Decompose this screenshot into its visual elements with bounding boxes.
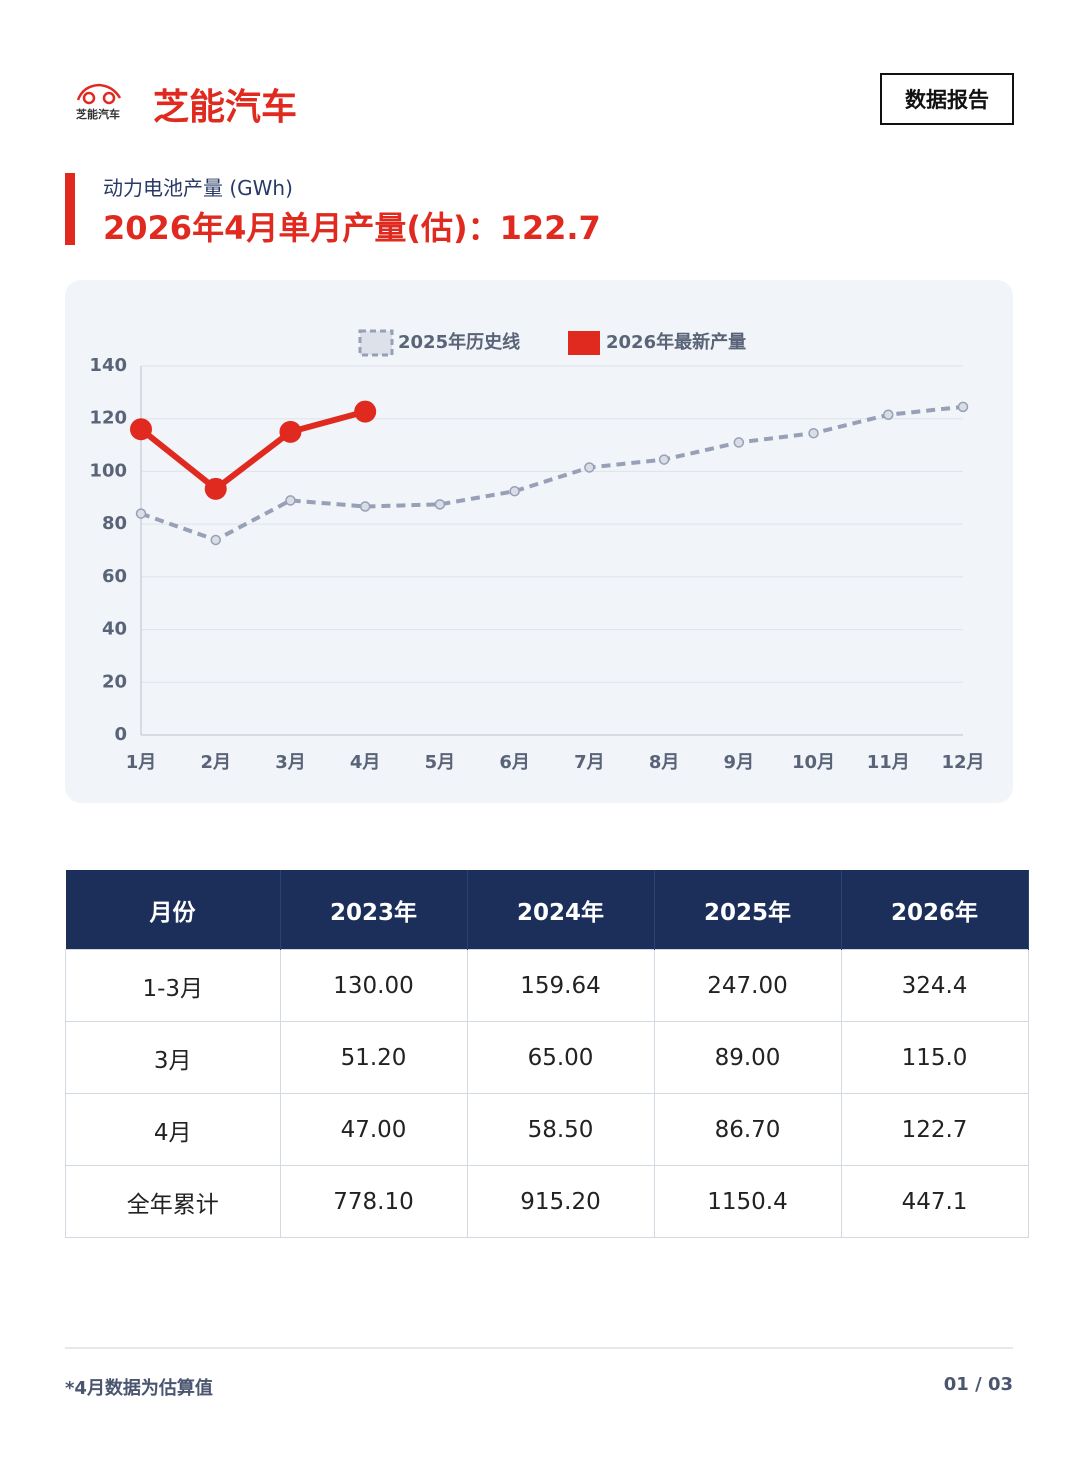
data-point: [957, 401, 969, 413]
x-tick-label: 4月: [350, 752, 381, 773]
table-cell: 全年累计: [65, 1165, 281, 1238]
y-tick-label: 60: [102, 566, 127, 587]
y-tick-label: 40: [102, 619, 127, 640]
table-cell: 115.0: [840, 1021, 1029, 1094]
table-cell: 447.1: [840, 1165, 1029, 1238]
x-tick-label: 12月: [941, 752, 984, 773]
data-point: [808, 427, 819, 439]
data-point: [733, 437, 745, 448]
x-tick-label: 5月: [425, 752, 456, 773]
table-cell: 324.4: [840, 949, 1029, 1022]
table-cell: 1150.4: [653, 1165, 842, 1238]
header-row: 月份 2023年 2024年 2025年 2026年: [65, 870, 1029, 950]
table-cell: 89.00: [653, 1021, 842, 1094]
data-point: [359, 501, 371, 512]
y-tick-label: 0: [114, 724, 127, 745]
subtitle: 动力电池产量 (GWh): [103, 176, 293, 200]
x-tick-label: 11月: [867, 752, 910, 773]
table-cell: 4月: [65, 1093, 281, 1166]
data-point: [658, 454, 670, 465]
y-tick-label: 140: [89, 355, 127, 376]
y-tick-label: 20: [102, 671, 127, 692]
x-tick-label: 6月: [499, 752, 530, 773]
x-tick-label: 1月: [126, 752, 157, 773]
table-row: 1-3月 130.00 159.64 247.00 324.4: [65, 949, 1029, 1022]
table-cell: 1-3月: [65, 949, 281, 1022]
data-point: [584, 462, 595, 473]
table-cell: 51.20: [279, 1021, 468, 1094]
x-tick-label: 2月: [200, 752, 231, 773]
data-point: [135, 508, 147, 519]
page-number: 01 / 03: [943, 1374, 1013, 1395]
column-header: 2024年: [467, 870, 655, 950]
table-cell: 65.00: [466, 1021, 655, 1094]
table-cell: 778.10: [279, 1165, 468, 1238]
brand: 芝能汽车: [153, 87, 298, 128]
data-point: [354, 400, 377, 423]
x-tick-label: 10月: [792, 752, 835, 773]
table-cell: 915.20: [466, 1165, 655, 1238]
data-point: [434, 499, 446, 510]
table-cell: 3月: [65, 1021, 281, 1094]
data-table: 月份 2023年 2024年 2025年 2026年 1-3月 130.00 159.64 24…: [65, 870, 1029, 1238]
logo-icon: [76, 83, 122, 105]
divider: [65, 1347, 1013, 1349]
y-tick-label: 100: [89, 460, 127, 481]
table-cell: 86.70: [653, 1093, 842, 1166]
table-cell: 58.50: [466, 1093, 655, 1166]
chart: 0 20 40 60 80 100 120 140 1月 2月 3月 4月 5月 6月 7月 8月 9月 10月 1…: [89, 329, 985, 773]
legend-label: 2025年历史线: [398, 331, 520, 353]
data-point: [883, 409, 894, 421]
data-point: [204, 477, 227, 500]
headline: 2026年4月单月产量(估)：122.7: [103, 209, 601, 247]
legend-label: 2026年最新产量: [606, 331, 746, 353]
table-cell: 122.7: [840, 1093, 1029, 1166]
y-tick-label: 120: [89, 408, 127, 429]
column-header: 2023年: [280, 870, 468, 950]
data-point: [130, 418, 152, 441]
table-row: 4月 47.00 58.50 86.70 122.7: [65, 1093, 1029, 1166]
data-point: [285, 495, 296, 506]
table-cell: 247.00: [653, 949, 842, 1022]
x-tick-label: 9月: [724, 752, 755, 773]
y-tick-label: 80: [102, 513, 127, 534]
table-cell: 47.00: [279, 1093, 468, 1166]
data-point: [279, 420, 302, 443]
chart-panel: [65, 280, 1013, 803]
x-tick-label: 7月: [574, 752, 605, 773]
data-point: [509, 485, 520, 497]
data-point: [210, 534, 221, 546]
column-header: 2026年: [841, 870, 1029, 950]
column-header: 2025年: [654, 870, 842, 950]
table-row: 3月 51.20 65.00 89.00 115.0: [65, 1021, 1029, 1094]
badge: 数据报告: [880, 73, 1014, 125]
x-tick-label: 3月: [275, 752, 306, 773]
legend-swatch: [568, 331, 600, 355]
table-cell: 159.64: [466, 949, 655, 1022]
series-line: [139, 408, 366, 492]
column-header: 月份: [65, 870, 281, 950]
x-tick-label: 8月: [649, 752, 680, 773]
table-cell: 130.00: [279, 949, 468, 1022]
accent-bar: [65, 173, 75, 245]
legend-swatch: [358, 329, 394, 357]
table-row: 全年累计 778.10 915.20 1150.4 447.1: [65, 1165, 1029, 1238]
series-line: [140, 404, 964, 542]
footnote: *4月数据为估算值: [65, 1378, 213, 1399]
logo-text: 芝能汽车: [76, 108, 120, 121]
